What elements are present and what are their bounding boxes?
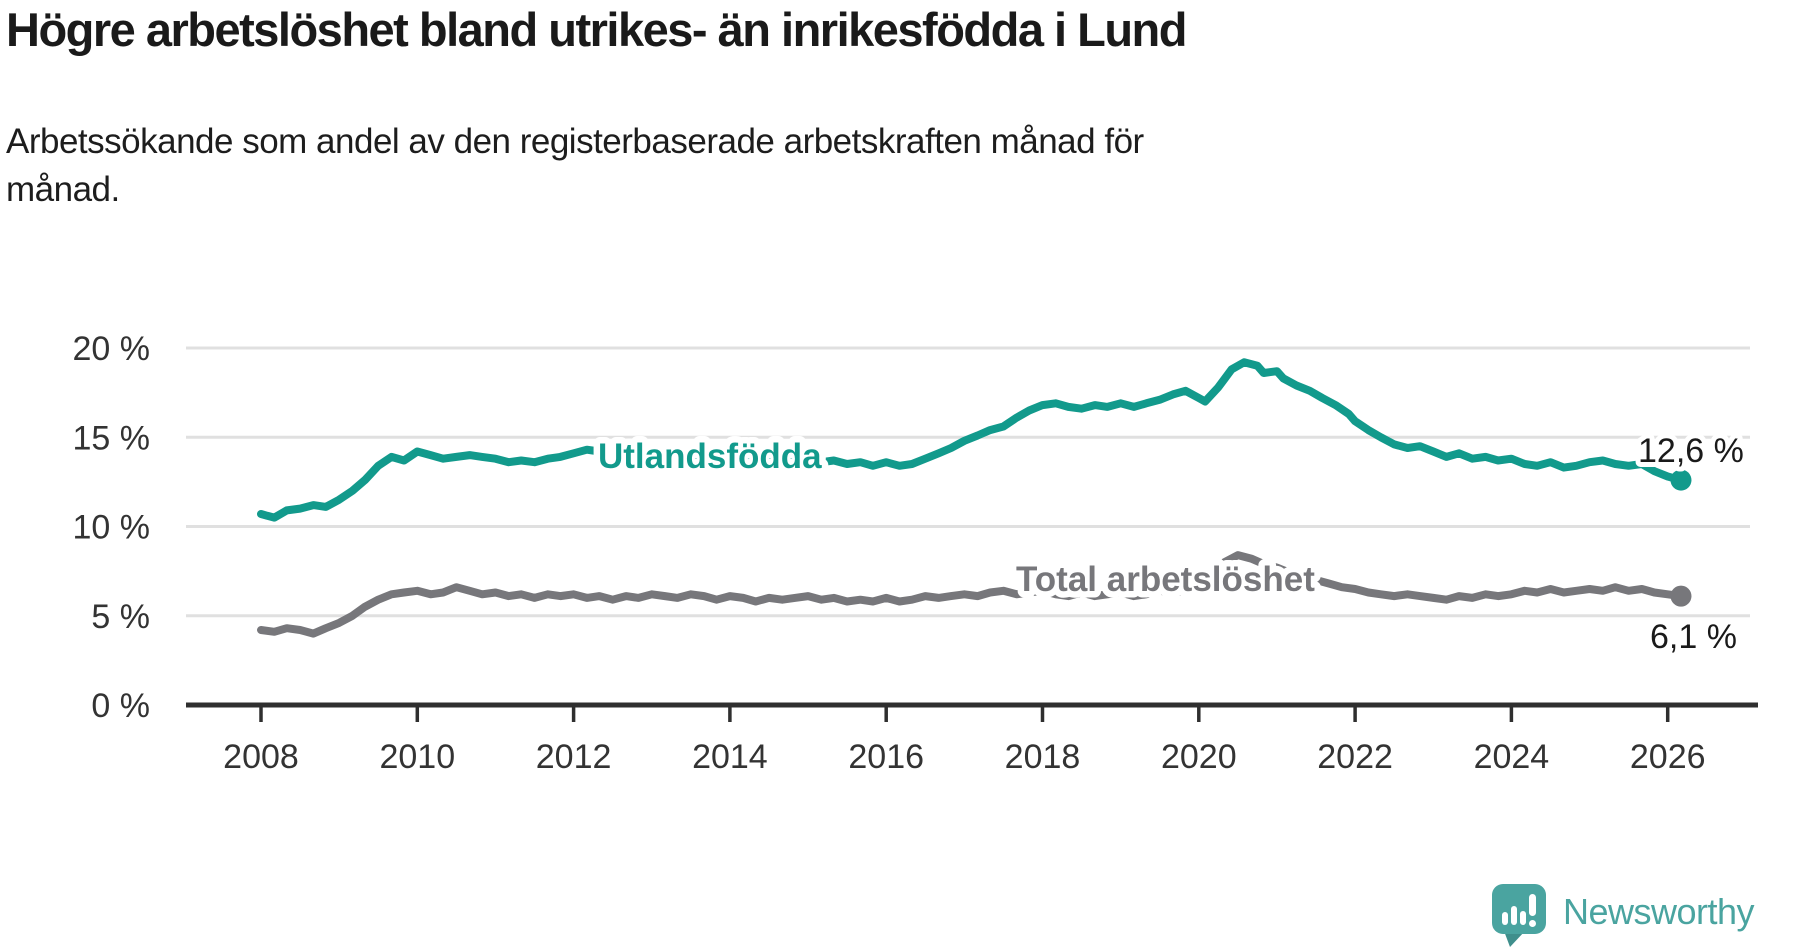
newsworthy-logo-icon (1492, 884, 1546, 947)
y-tick-label-20: 20 % (73, 330, 151, 368)
end-dot-total-arbetsl-shet (1670, 585, 1692, 607)
y-tick-label-15: 15 % (73, 419, 151, 457)
newsworthy-logo: Newsworthy (1492, 884, 1755, 948)
end-value-label-total-arbetsl-shet: 6,1 % (1650, 618, 1737, 656)
y-tick-label-0: 0 % (91, 687, 150, 725)
end-dot-utlandsf-dda (1670, 469, 1692, 491)
series-line-utlandsf-dda (257, 358, 1685, 522)
series-line-total-arbetsl-shet (257, 551, 1685, 638)
x-tick-label-2016: 2016 (848, 738, 924, 776)
end-value-label-utlandsf-dda: 12,6 % (1638, 432, 1744, 470)
x-tick-label-2024: 2024 (1474, 738, 1550, 776)
y-tick-label-10: 10 % (73, 509, 151, 547)
x-tick-label-2018: 2018 (1005, 738, 1081, 776)
chart-subtitle: Arbetssökande som andel av den registerb… (6, 122, 1144, 209)
series-label-total-arbetsl-shet: Total arbetslöshet (1016, 560, 1315, 599)
x-tick-label-2014: 2014 (692, 738, 768, 776)
x-tick-label-2026: 2026 (1630, 738, 1706, 776)
x-tick-label-2012: 2012 (536, 738, 612, 776)
newsworthy-logo-text: Newsworthy (1563, 891, 1755, 932)
page-title: Högre arbetslöshet bland utrikes- än inr… (6, 3, 1187, 56)
x-tick-label-2010: 2010 (379, 738, 455, 776)
y-tick-label-5: 5 % (91, 598, 150, 636)
x-tick-label-2008: 2008 (223, 738, 299, 776)
series-label-utlandsf-dda: Utlandsfödda (598, 437, 822, 476)
x-tick-label-2020: 2020 (1161, 738, 1237, 776)
x-tick-label-2022: 2022 (1317, 738, 1393, 776)
